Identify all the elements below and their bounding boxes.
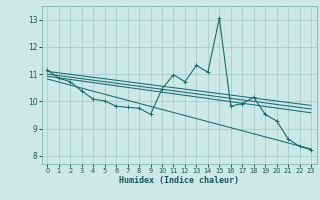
X-axis label: Humidex (Indice chaleur): Humidex (Indice chaleur) [119, 176, 239, 185]
